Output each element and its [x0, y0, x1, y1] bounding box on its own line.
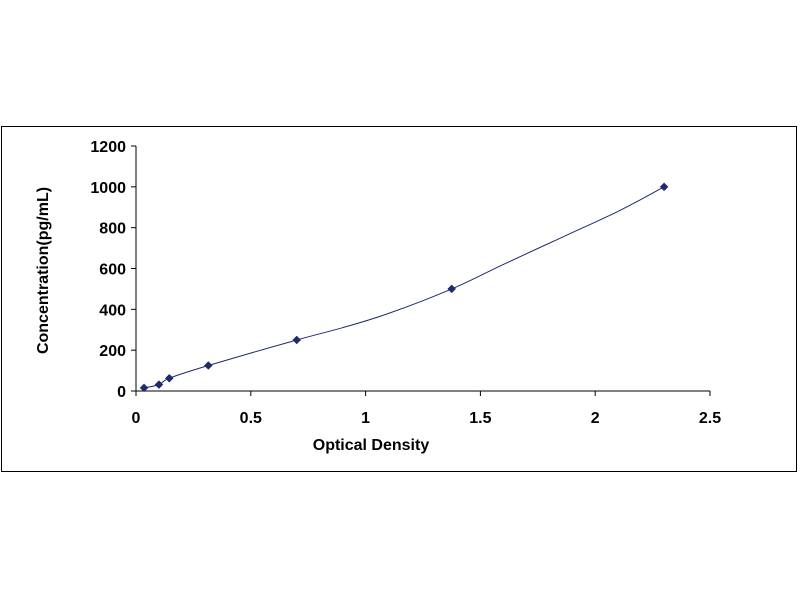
- y-tick-label: 200: [99, 343, 126, 360]
- x-tick-label: 1: [361, 410, 370, 427]
- data-point-marker: [292, 335, 302, 345]
- chart-svg: 0 200 400 600 800 1000 1200 0 0.5 1 1.5 2 2.5 Optica…: [35, 139, 721, 454]
- y-tick-label: 800: [99, 221, 126, 238]
- x-tick-label: 2.5: [699, 410, 721, 427]
- data-point-marker: [203, 361, 213, 370]
- y-axis-title: Concentration(pg/mL): [35, 187, 52, 354]
- x-tick-label: 0: [132, 410, 141, 427]
- x-tick-label: 0.5: [240, 410, 262, 427]
- y-tick-label: 400: [99, 302, 126, 319]
- data-points-layer: [139, 182, 669, 393]
- data-point-marker: [154, 380, 164, 389]
- data-point-marker: [659, 182, 669, 192]
- x-tick-label: 2: [591, 410, 600, 427]
- x-tick-label: 1.5: [469, 410, 491, 427]
- fit-curve-layer: [143, 186, 665, 389]
- y-tick-label: 1000: [90, 180, 126, 197]
- fit-curve-line: [143, 186, 665, 389]
- ticks: 0 200 400 600 800 1000 1200 0 0.5 1 1.5 2 2.5: [90, 139, 721, 427]
- data-point-marker: [139, 383, 149, 393]
- y-tick-label: 1200: [90, 139, 126, 156]
- y-tick-label: 0: [117, 384, 126, 401]
- data-point-marker: [447, 284, 457, 294]
- axes: [135, 146, 710, 392]
- x-axis-title: Optical Density: [313, 437, 430, 454]
- data-point-marker: [164, 373, 174, 383]
- y-tick-label: 600: [99, 262, 126, 279]
- chart-frame: 0 200 400 600 800 1000 1200 0 0.5 1 1.5 2 2.5 Optica…: [1, 126, 797, 472]
